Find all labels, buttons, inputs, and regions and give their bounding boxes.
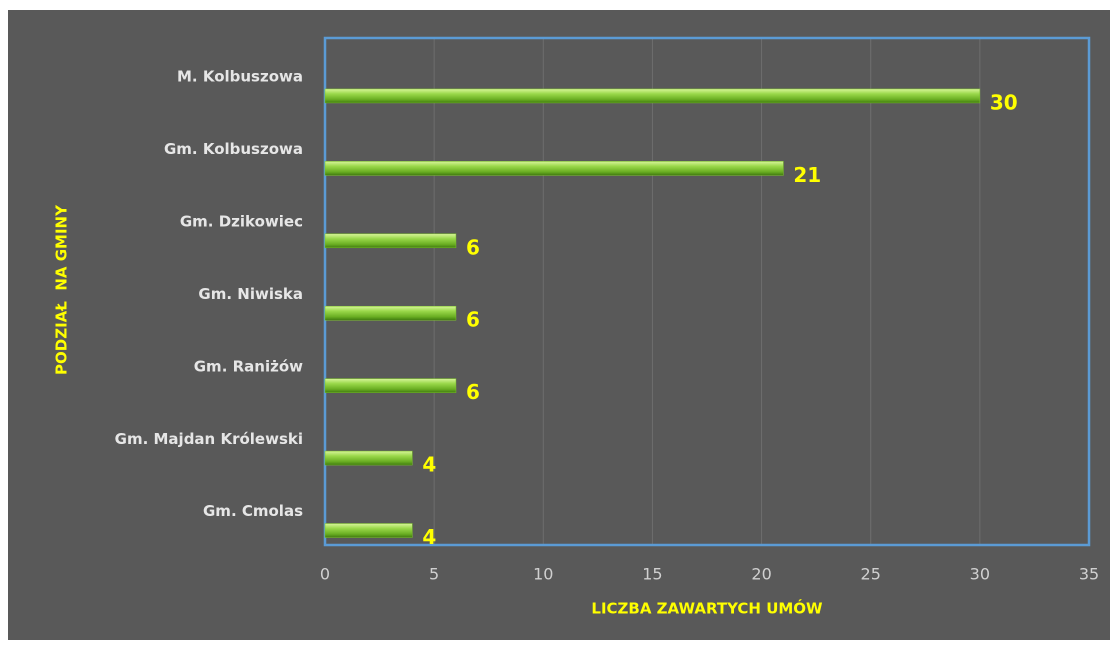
plot-border xyxy=(323,36,1091,547)
x-tick-label: 5 xyxy=(429,565,439,584)
data-label: 30 xyxy=(990,90,1018,114)
bar xyxy=(324,305,457,321)
y-tick-label: Gm. Dzikowiec xyxy=(180,212,303,230)
bar xyxy=(324,523,413,538)
data-label: 4 xyxy=(422,525,436,549)
bar xyxy=(324,378,457,393)
x-tick-label: 30 xyxy=(970,565,990,584)
bar xyxy=(324,233,457,249)
data-label: 21 xyxy=(793,163,821,187)
y-tick-label: Gm. Cmolas xyxy=(203,502,303,520)
y-axis-title: PODZIAŁ NA GMINY xyxy=(53,204,71,375)
y-tick-label: Gm. Kolbuszowa xyxy=(164,140,303,158)
bar xyxy=(324,161,784,176)
x-tick-label: 0 xyxy=(320,565,330,584)
x-tick-label: 10 xyxy=(533,565,553,584)
y-tick-label: Gm. Raniżów xyxy=(194,357,303,375)
chart-background xyxy=(8,10,1110,640)
y-tick-label: Gm. Majdan Królewski xyxy=(115,430,303,448)
data-label: 4 xyxy=(422,453,436,477)
x-tick-label: 35 xyxy=(1079,565,1099,584)
data-label: 6 xyxy=(466,380,480,404)
x-tick-label: 25 xyxy=(861,565,881,584)
data-label: 6 xyxy=(466,235,480,259)
x-tick-label: 20 xyxy=(751,565,771,584)
y-tick-label: M. Kolbuszowa xyxy=(177,68,303,86)
data-label: 6 xyxy=(466,308,480,332)
bar xyxy=(324,450,413,466)
x-axis-title: LICZBA ZAWARTYCH UMÓW xyxy=(591,599,823,618)
x-tick-label: 15 xyxy=(642,565,662,584)
bar xyxy=(324,88,981,104)
y-tick-label: Gm. Niwiska xyxy=(198,285,303,303)
